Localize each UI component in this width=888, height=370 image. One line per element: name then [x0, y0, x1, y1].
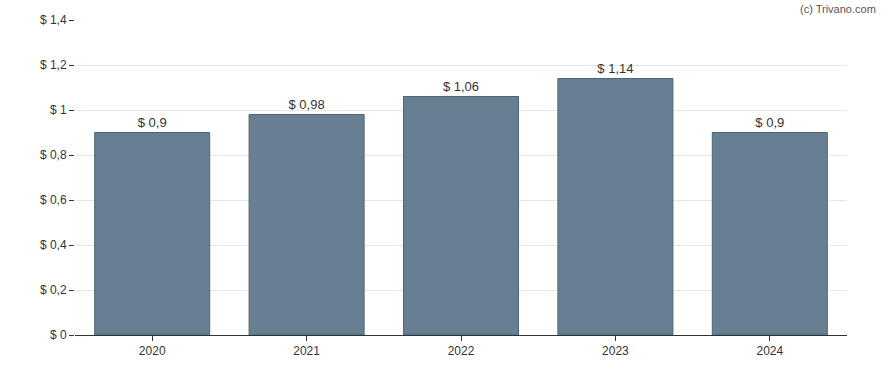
svg-text:2022: 2022	[448, 344, 475, 358]
svg-text:$ 1,2: $ 1,2	[40, 58, 67, 72]
svg-text:$ 1,4: $ 1,4	[40, 13, 67, 27]
svg-text:$ 0,6: $ 0,6	[40, 193, 67, 207]
svg-text:$ 1,06: $ 1,06	[443, 79, 479, 94]
svg-text:$ 0: $ 0	[50, 328, 67, 342]
svg-text:$ 0,9: $ 0,9	[138, 115, 167, 130]
svg-text:$ 1,14: $ 1,14	[597, 61, 633, 76]
svg-text:(c) Trivano.com: (c) Trivano.com	[800, 3, 876, 15]
svg-text:2021: 2021	[293, 344, 320, 358]
svg-text:$ 0,98: $ 0,98	[289, 97, 325, 112]
svg-text:$ 0,8: $ 0,8	[40, 148, 67, 162]
svg-text:2024: 2024	[756, 344, 783, 358]
svg-text:$ 1: $ 1	[50, 103, 67, 117]
svg-text:2023: 2023	[602, 344, 629, 358]
svg-text:$ 0,2: $ 0,2	[40, 283, 67, 297]
svg-text:2020: 2020	[139, 344, 166, 358]
svg-text:$ 0,4: $ 0,4	[40, 238, 67, 252]
svg-text:$ 0,9: $ 0,9	[755, 115, 784, 130]
